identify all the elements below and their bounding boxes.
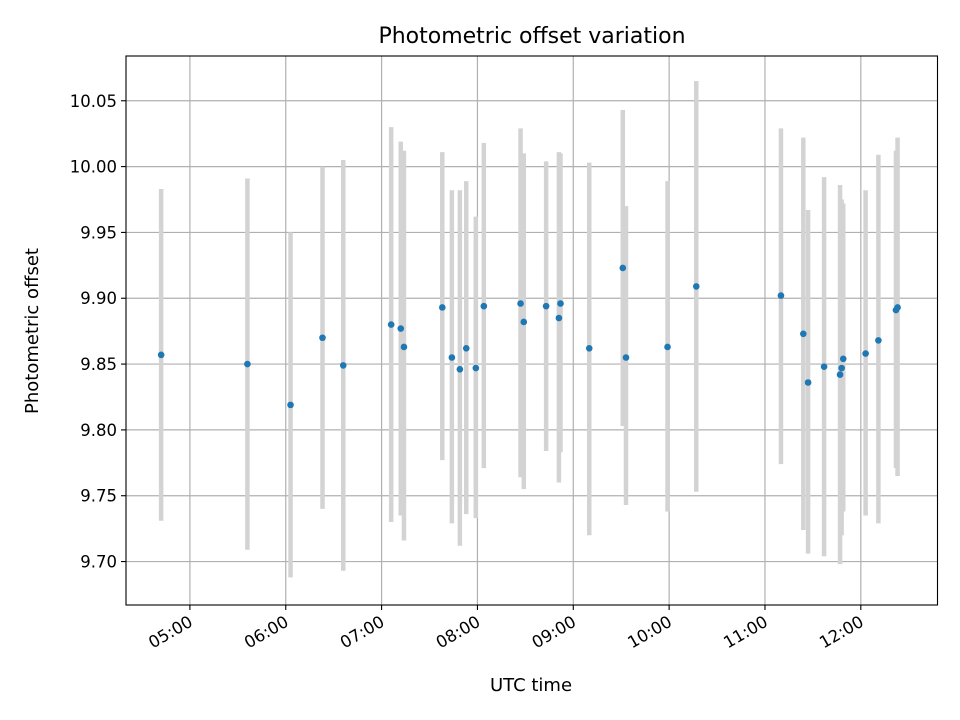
data-point bbox=[820, 363, 828, 371]
data-point bbox=[319, 334, 326, 342]
data-point bbox=[777, 292, 785, 299]
y-tick-label: 10.00 bbox=[70, 158, 117, 177]
y-tick-label: 9.90 bbox=[80, 289, 117, 308]
data-point bbox=[894, 304, 901, 311]
data-point bbox=[456, 366, 464, 373]
y-tick-label: 9.95 bbox=[80, 223, 117, 242]
data-point bbox=[400, 343, 408, 351]
data-point bbox=[387, 321, 395, 328]
data-point bbox=[462, 344, 470, 352]
data-point bbox=[619, 264, 627, 272]
data-point bbox=[839, 355, 847, 363]
data-point bbox=[472, 364, 480, 372]
data-point bbox=[438, 304, 446, 311]
data-point bbox=[555, 314, 563, 322]
data-point bbox=[622, 354, 630, 361]
data-points bbox=[157, 264, 901, 409]
data-point bbox=[804, 379, 812, 386]
data-point bbox=[585, 344, 593, 352]
y-tick-label: 9.70 bbox=[80, 553, 117, 572]
y-tick-label: 10.05 bbox=[70, 92, 117, 111]
data-point bbox=[836, 371, 844, 378]
data-point bbox=[557, 300, 564, 307]
y-axis-label: Photometric offset bbox=[22, 248, 43, 414]
data-point bbox=[542, 302, 550, 310]
y-tick-label: 9.85 bbox=[80, 355, 117, 374]
data-point bbox=[838, 364, 845, 372]
data-point bbox=[448, 354, 456, 361]
data-point bbox=[480, 302, 488, 310]
data-point bbox=[862, 350, 869, 357]
data-point bbox=[692, 283, 700, 290]
chart-title: Photometric offset variation bbox=[378, 24, 685, 49]
data-point bbox=[517, 300, 524, 307]
data-point bbox=[244, 360, 251, 368]
y-tick-label: 9.75 bbox=[80, 487, 117, 506]
data-point bbox=[157, 351, 165, 359]
x-axis-label: UTC time bbox=[490, 675, 572, 696]
data-point bbox=[287, 401, 294, 409]
data-point bbox=[339, 362, 347, 369]
data-point bbox=[520, 318, 528, 326]
data-point bbox=[664, 343, 671, 351]
data-point bbox=[397, 325, 405, 332]
data-point bbox=[800, 330, 807, 338]
plot-frame bbox=[125, 55, 939, 606]
y-tick-label: 9.80 bbox=[80, 421, 117, 440]
data-point bbox=[875, 337, 882, 344]
